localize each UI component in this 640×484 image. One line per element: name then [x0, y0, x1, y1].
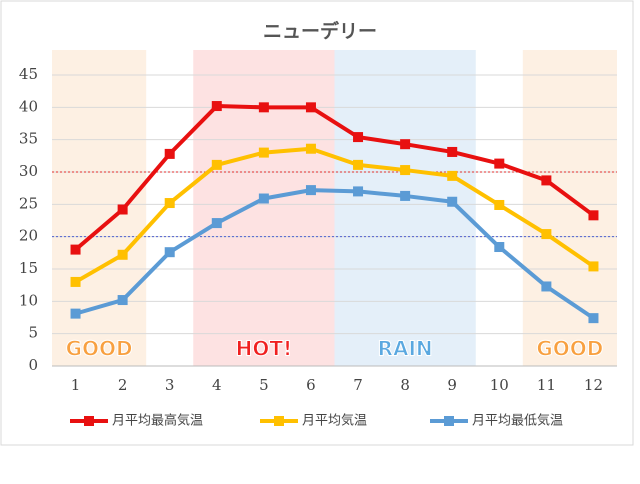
y-tick-label: 15 — [19, 259, 38, 277]
marker — [70, 308, 81, 319]
marker — [400, 165, 411, 176]
x-tick-label: 2 — [118, 376, 128, 394]
region-label: GOOD — [536, 337, 603, 361]
legend-label: 月平均気温 — [302, 413, 367, 429]
marker — [353, 159, 364, 170]
x-tick-label: 3 — [165, 376, 175, 394]
marker — [211, 101, 222, 112]
x-tick-label: 7 — [353, 376, 363, 394]
series-line — [74, 146, 595, 284]
marker — [541, 281, 552, 292]
y-tick-label: 5 — [28, 324, 38, 342]
region-label: RAIN — [378, 337, 433, 361]
marker — [117, 204, 128, 215]
series-line — [74, 104, 595, 252]
marker — [494, 242, 505, 253]
marker — [164, 198, 175, 209]
x-tick-label: 5 — [259, 376, 269, 394]
region-label: HOT! — [236, 337, 293, 361]
marker — [117, 249, 128, 260]
y-tick-label: 30 — [19, 162, 38, 180]
region-band — [193, 50, 335, 366]
x-tick-label: 1 — [71, 376, 81, 394]
marker — [494, 199, 505, 210]
marker — [164, 148, 175, 159]
y-tick-label: 20 — [19, 227, 38, 245]
marker — [353, 132, 364, 143]
marker — [305, 102, 316, 113]
legend-marker — [444, 416, 454, 426]
marker — [400, 139, 411, 150]
region-band — [522, 50, 617, 366]
x-tick-label: 9 — [447, 376, 457, 394]
legend-marker — [274, 416, 284, 426]
marker — [258, 102, 269, 113]
marker — [258, 147, 269, 158]
marker — [305, 143, 316, 154]
marker — [447, 196, 458, 207]
x-tick-label: 8 — [400, 376, 410, 394]
marker — [258, 193, 269, 204]
marker — [494, 158, 505, 169]
legend-marker — [84, 416, 94, 426]
chart-title: ニューデリー — [263, 20, 377, 43]
marker — [400, 190, 411, 201]
region-band — [334, 50, 476, 366]
legend-label: 月平均最低気温 — [472, 413, 563, 429]
marker — [211, 218, 222, 229]
x-tick-label: 10 — [490, 376, 509, 394]
x-tick-label: 11 — [537, 376, 556, 394]
marker — [117, 295, 128, 306]
region-label: GOOD — [66, 337, 133, 361]
y-tick-label: 35 — [19, 130, 38, 148]
legend-label: 月平均最高気温 — [112, 413, 203, 429]
x-tick-label: 12 — [584, 376, 603, 394]
marker — [588, 313, 599, 324]
marker — [588, 210, 599, 221]
x-tick-label: 6 — [306, 376, 316, 394]
marker — [447, 170, 458, 181]
region-band — [52, 50, 147, 366]
y-tick-label: 25 — [19, 194, 38, 212]
marker — [353, 186, 364, 197]
marker — [70, 244, 81, 255]
marker — [588, 261, 599, 272]
marker — [211, 159, 222, 170]
marker — [305, 185, 316, 196]
y-tick-label: 45 — [19, 65, 38, 83]
marker — [70, 276, 81, 287]
x-tick-label: 4 — [212, 376, 222, 394]
y-tick-label: 40 — [19, 97, 38, 115]
marker — [541, 229, 552, 240]
marker — [164, 247, 175, 258]
marker — [447, 146, 458, 157]
marker — [541, 175, 552, 186]
series-line — [74, 188, 595, 320]
y-tick-label: 10 — [19, 291, 38, 309]
y-tick-label: 0 — [28, 356, 38, 374]
